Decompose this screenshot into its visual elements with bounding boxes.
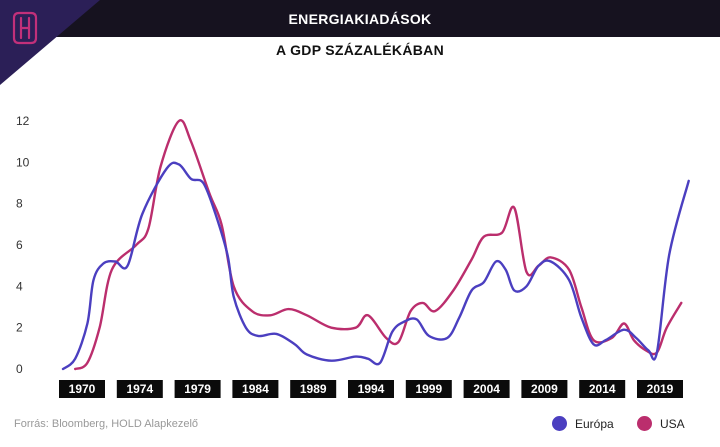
y-tick-label: 2: [16, 321, 23, 335]
x-tick-box: [521, 380, 568, 398]
x-tick-label: 1970: [69, 382, 96, 396]
x-tick-label: 2004: [473, 382, 500, 396]
series-line-usa: [74, 119, 683, 371]
x-tick-box: [290, 380, 337, 398]
y-tick-label: 10: [16, 155, 30, 169]
y-tick-label: 6: [16, 238, 23, 252]
y-tick-label: 0: [16, 362, 23, 376]
x-tick-box: [405, 380, 452, 398]
x-tick-label: 1999: [415, 382, 442, 396]
x-tick-box: [116, 380, 163, 398]
x-axis-ticks: 1970 1974 1979 1984 1989 1994 1999 2004 2009 2014…: [59, 380, 683, 398]
x-tick-label: 1994: [358, 382, 385, 396]
chart-subtitle: A GDP SZÁZALÉKÁBAN: [276, 42, 444, 58]
x-tick-box: [59, 380, 105, 398]
y-axis-ticks: 0 2 4 6 8 10 12: [16, 114, 30, 376]
legend-item-europe: Európa: [552, 416, 614, 431]
x-tick-box: [579, 380, 626, 398]
x-tick-label: 2009: [531, 382, 558, 396]
legend-swatch-europe: [552, 416, 567, 431]
x-tick-box: [348, 380, 394, 398]
x-tick-label: 1984: [242, 382, 269, 396]
x-tick-label: 1979: [184, 382, 211, 396]
legend-swatch-usa: [637, 416, 652, 431]
hold-h-logo-icon: [12, 11, 38, 45]
title-bar: [0, 0, 720, 37]
series-line-europe: [61, 161, 690, 371]
x-tick-box: [463, 380, 510, 398]
series-lines: [61, 119, 690, 371]
legend-item-usa: USA: [637, 416, 685, 431]
chart-title: ENERGIAKIADÁSOK: [288, 11, 432, 27]
x-tick-label: 2019: [647, 382, 674, 396]
legend-label-usa: USA: [660, 416, 685, 431]
y-tick-label: 4: [16, 279, 23, 293]
brand-corner: [0, 0, 100, 85]
source-note: Forrás: Bloomberg, HOLD Alapkezelő: [14, 418, 199, 430]
x-tick-box: [637, 380, 683, 398]
legend-label-europe: Európa: [575, 416, 614, 431]
x-tick-label: 1989: [300, 382, 327, 396]
x-tick-box: [232, 380, 279, 398]
x-tick-box: [174, 380, 221, 398]
y-tick-label: 8: [16, 197, 23, 211]
x-tick-label: 2014: [589, 382, 616, 396]
y-tick-label: 12: [16, 114, 30, 128]
corner-triangle: [0, 0, 100, 85]
x-tick-label: 1974: [126, 382, 153, 396]
